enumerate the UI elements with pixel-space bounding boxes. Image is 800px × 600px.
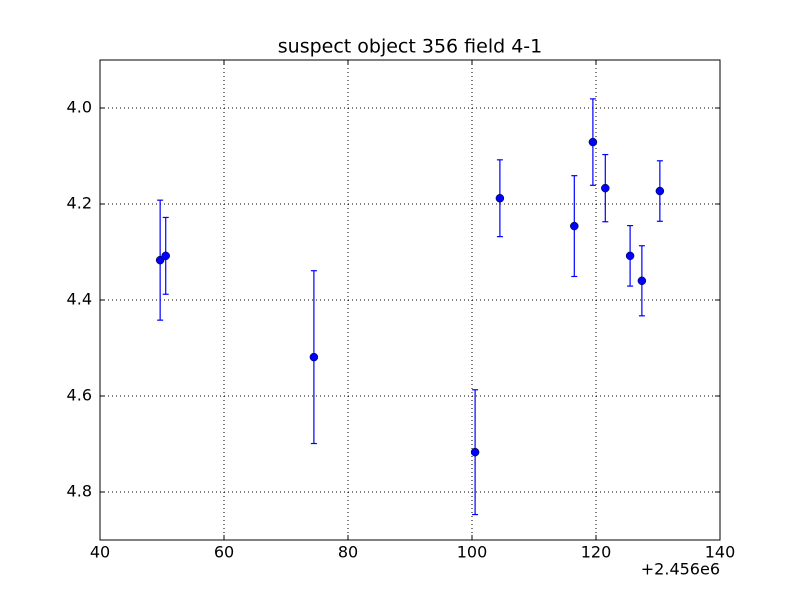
y-tick-label: 4.8 <box>67 482 92 501</box>
x-tick-label: 100 <box>457 543 488 562</box>
point <box>601 183 610 193</box>
point <box>588 137 598 147</box>
point <box>470 447 480 457</box>
x-offset-label: +2.456e6 <box>641 560 720 579</box>
point <box>655 186 665 196</box>
x-tick-label: 140 <box>705 543 736 562</box>
point <box>155 255 165 265</box>
point <box>309 352 319 362</box>
y-tick-label: 4.2 <box>67 194 92 213</box>
x-tick-label: 40 <box>90 543 110 562</box>
point <box>495 193 505 203</box>
y-tick-label: 4.4 <box>67 290 92 309</box>
point <box>625 251 635 261</box>
plot-frame <box>99 59 721 541</box>
y-tick-label: 4.0 <box>67 98 92 117</box>
y-tick-label: 4.6 <box>67 386 92 405</box>
x-tick-label: 60 <box>214 543 234 562</box>
point <box>637 276 647 286</box>
chart-title: suspect object 356 field 4-1 <box>278 36 543 58</box>
x-tick-label: 80 <box>338 543 358 562</box>
x-tick-label: 120 <box>581 543 612 562</box>
point <box>161 251 170 261</box>
point <box>570 221 579 231</box>
